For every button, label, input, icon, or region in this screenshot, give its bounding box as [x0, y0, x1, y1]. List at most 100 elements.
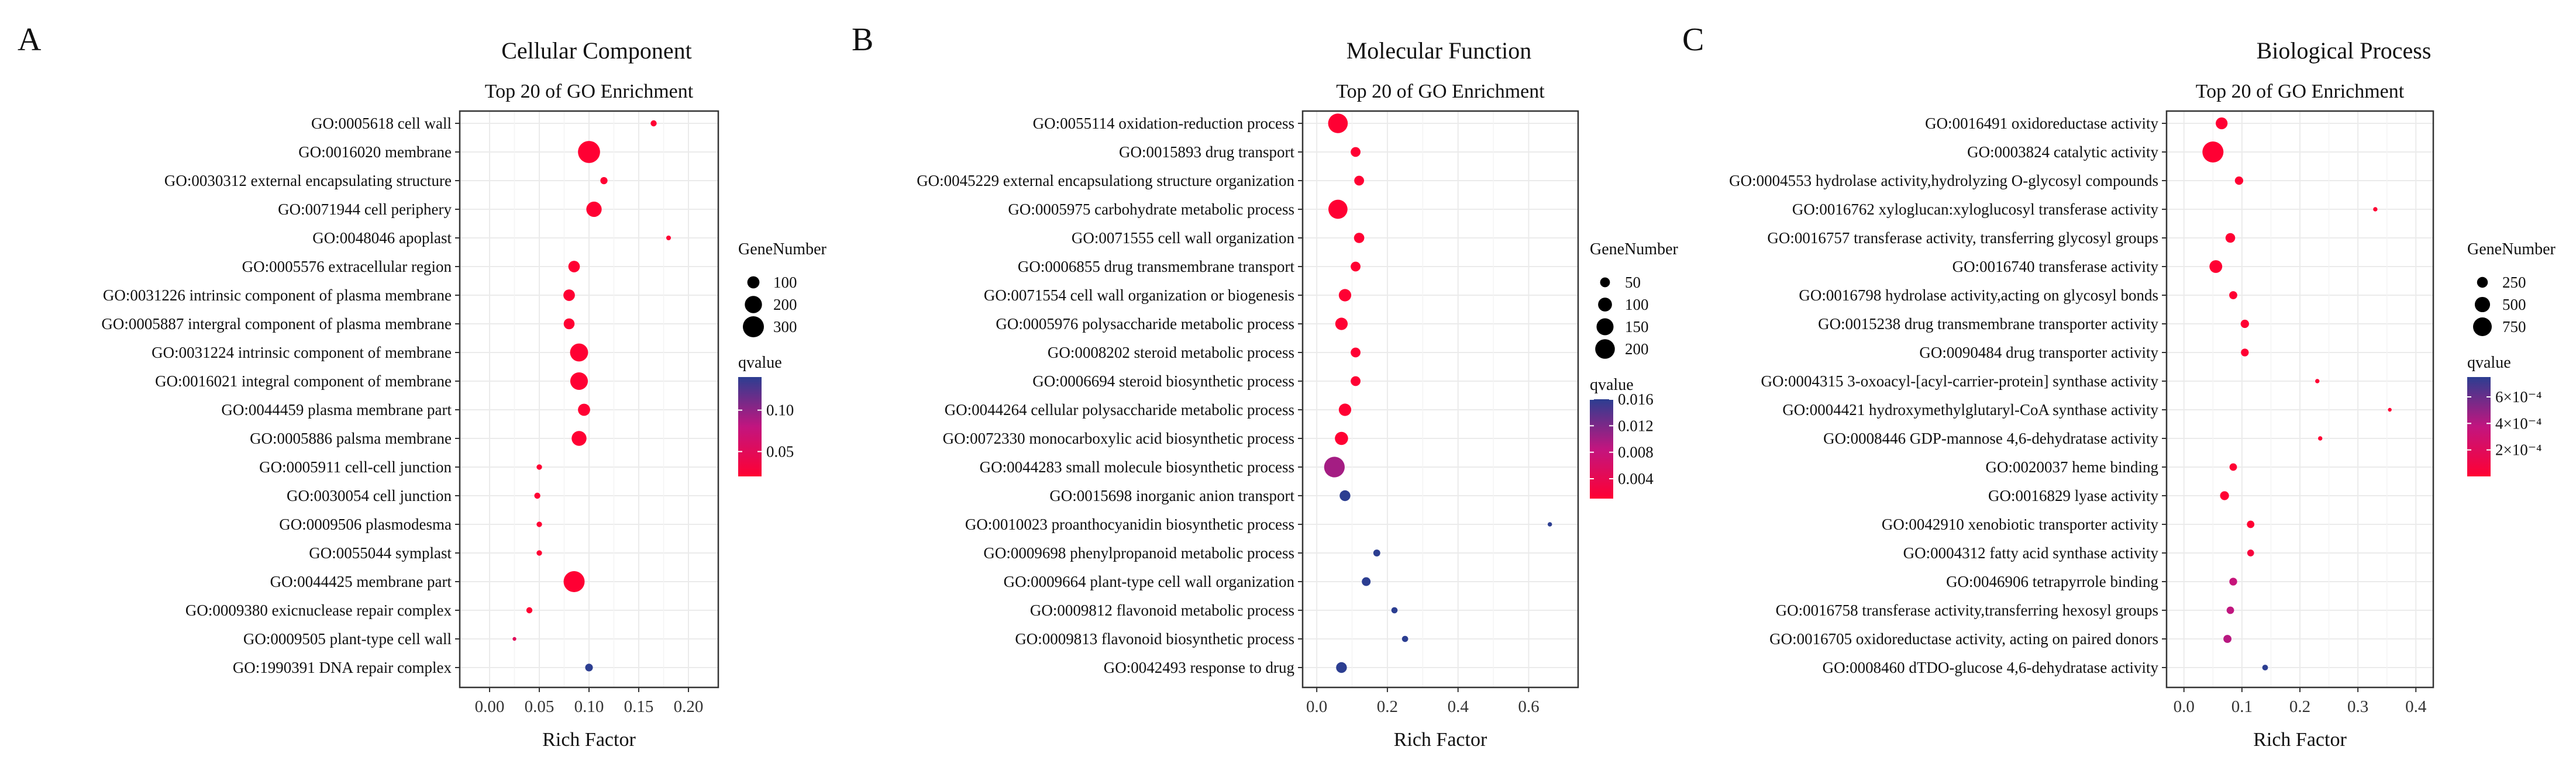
size-legend-key	[1598, 298, 1612, 312]
category-label: GO:0009506 plasmodesma	[279, 516, 452, 533]
size-legend-key	[2474, 296, 2491, 313]
data-point	[1338, 289, 1352, 302]
x-tick-label: 0.10	[574, 697, 604, 716]
color-legend-title: qvalue	[738, 354, 782, 372]
data-point	[1351, 376, 1361, 386]
category-label: GO:0010023 proanthocyanidin biosynthetic…	[965, 516, 1294, 533]
panel-letter: B	[852, 22, 873, 58]
data-points	[512, 120, 671, 672]
color-legend: qvalue 6×10⁻⁴ 4×10⁻⁴ 2×10⁻⁴	[2467, 354, 2541, 476]
data-point	[534, 492, 540, 499]
category-label: GO:0044264 cellular polysaccharide metab…	[945, 401, 1294, 419]
category-label: GO:0016829 lyase activity	[1988, 487, 2158, 504]
data-point	[600, 177, 608, 185]
category-label: GO:0071554 cell wall organization or bio…	[984, 286, 1294, 304]
data-point	[563, 571, 585, 592]
data-point	[2229, 463, 2237, 471]
data-point	[2209, 260, 2223, 273]
color-legend-label: 0.004	[1618, 470, 1654, 488]
x-tick-label: 0.2	[1377, 697, 1398, 716]
color-legend-bar	[1590, 399, 1613, 499]
x-axis: 0.0 0.1 0.2 0.3 0.4	[2174, 687, 2427, 716]
category-label: GO:0042910 xenobiotic transporter activi…	[1882, 516, 2159, 533]
data-point	[666, 235, 671, 241]
y-axis: GO:0016491 oxidoreductase activity GO:000…	[1729, 115, 2167, 676]
data-point	[2241, 348, 2249, 357]
panel-subtitle: Top 20 of GO Enrichment	[1336, 81, 1545, 102]
category-label: GO:0005976 polysaccharide metabolic proc…	[996, 315, 1294, 333]
category-label: GO:0009813 flavonoid biosynthetic proces…	[1015, 630, 1294, 648]
category-label: GO:0071944 cell periphery	[278, 200, 452, 218]
data-point	[563, 289, 575, 301]
color-legend-label: 0.008	[1618, 444, 1654, 461]
plot-area	[1303, 111, 1578, 687]
size-legend-key	[743, 316, 764, 337]
data-points	[2202, 117, 2392, 670]
size-legend-key	[2473, 317, 2492, 336]
category-label: GO:0003824 catalytic activity	[1967, 143, 2158, 161]
category-label: GO:0009698 phenylpropanoid metabolic pro…	[983, 544, 1294, 562]
y-axis: GO:0055114 oxidation-reduction process GO…	[917, 115, 1303, 676]
data-point	[1335, 317, 1348, 330]
data-point	[536, 550, 542, 556]
grid	[2167, 111, 2433, 687]
panel-b: B Molecular Function Top 20 of GO Enrichme…	[852, 22, 1679, 751]
x-tick-label: 0.15	[624, 697, 654, 716]
data-point	[2225, 233, 2236, 243]
size-legend-key	[1596, 318, 1614, 336]
category-label: GO:0004312 fatty acid synthase activity	[1903, 544, 2159, 562]
category-label: GO:0009664 plant-type cell wall organiza…	[1004, 573, 1295, 590]
y-axis: GO:0005618 cell wall GO:0016020 membrane G…	[101, 115, 460, 676]
category-label: GO:0005618 cell wall	[311, 115, 452, 132]
category-label: GO:0030054 cell junction	[287, 487, 452, 504]
data-point	[2223, 635, 2231, 643]
data-point	[536, 464, 542, 470]
data-point	[568, 261, 580, 272]
size-legend-label: 100	[773, 274, 797, 291]
x-tick-label: 0.05	[525, 697, 555, 716]
data-point	[578, 141, 600, 163]
data-point	[2318, 436, 2323, 441]
size-legend-key	[2477, 276, 2488, 288]
color-legend-bar	[2467, 377, 2491, 476]
category-label: GO:0055114 oxidation-reduction process	[1033, 115, 1294, 132]
data-point	[2240, 319, 2249, 329]
category-label: GO:0046906 tetrapyrrole binding	[1946, 573, 2158, 590]
x-axis-title: Rich Factor	[542, 729, 636, 751]
category-label: GO:0016491 oxidoreductase activity	[1925, 115, 2158, 132]
data-point	[1391, 607, 1398, 614]
x-axis-title: Rich Factor	[2253, 729, 2347, 751]
category-label: GO:0016758 transferase activity,transfer…	[1776, 601, 2158, 619]
data-point	[2247, 549, 2254, 556]
category-label: GO:0008202 steroid metabolic process	[1048, 344, 1294, 361]
grid	[1303, 111, 1578, 687]
size-legend-label: 100	[1625, 296, 1649, 313]
data-point	[585, 663, 593, 672]
x-tick-label: 0.6	[1518, 697, 1539, 716]
category-label: GO:0004315 3-oxoacyl-[acyl-carrier-prote…	[1761, 372, 2159, 390]
x-tick-label: 0.4	[1448, 697, 1469, 716]
panel-title: Biological Process	[2257, 37, 2432, 64]
category-label: GO:1990391 DNA repair complex	[233, 659, 452, 676]
data-point	[1338, 403, 1352, 416]
data-point	[1354, 233, 1365, 243]
category-label: GO:0020037 heme binding	[1986, 458, 2158, 476]
plot-frame	[1301, 110, 1579, 689]
color-legend-label: 0.05	[766, 443, 794, 461]
category-label: GO:0071555 cell wall organization	[1072, 229, 1295, 247]
category-label: GO:0005911 cell-cell junction	[259, 458, 452, 476]
data-point	[1339, 490, 1351, 502]
x-axis-title: Rich Factor	[1394, 729, 1487, 751]
category-label: GO:0008460 dTDO-glucose 4,6-dehydratase …	[1823, 659, 2159, 676]
category-label: GO:0016021 integral component of membran…	[155, 372, 452, 390]
category-label: GO:0016762 xyloglucan:xyloglucosyl trans…	[1792, 200, 2159, 218]
panel-letter: A	[18, 22, 42, 58]
x-tick-label: 0.0	[2174, 697, 2195, 716]
category-label: GO:0031224 intrinsic component of membra…	[151, 344, 452, 361]
size-legend-label: 750	[2502, 318, 2526, 336]
data-point	[1328, 199, 1348, 219]
category-label: GO:0072330 monocarboxylic acid biosynthe…	[943, 430, 1294, 447]
data-point	[512, 637, 516, 641]
category-label: GO:0009812 flavonoid metabolic process	[1030, 601, 1294, 619]
